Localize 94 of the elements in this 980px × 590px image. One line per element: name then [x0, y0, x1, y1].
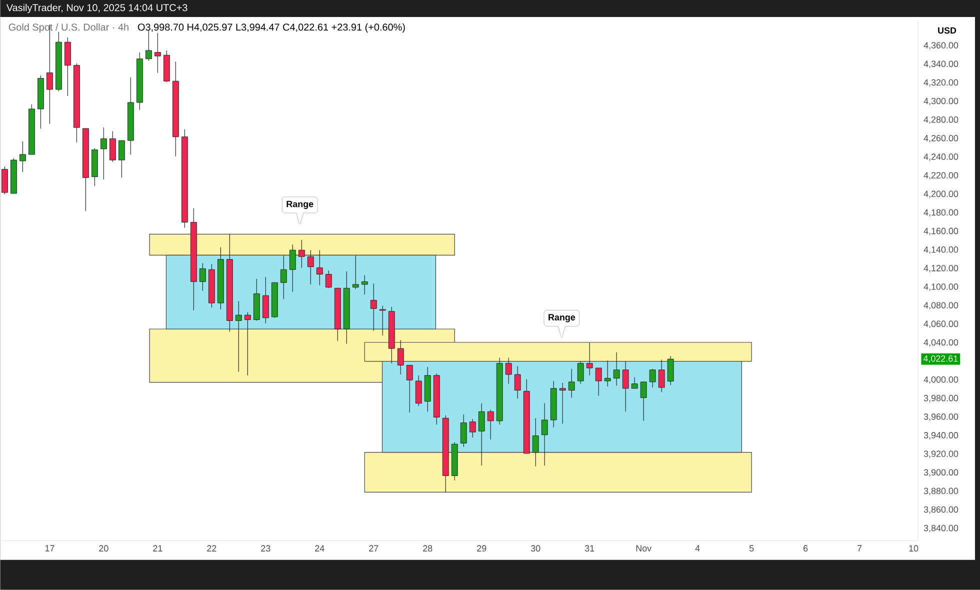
y-tick-label: 4,000.00 — [924, 376, 958, 384]
y-tick-label: 3,880.00 — [924, 488, 958, 496]
candlestick — [658, 359, 665, 392]
candlestick — [640, 382, 647, 422]
candlestick — [505, 358, 512, 384]
y-tick-label: 3,940.00 — [924, 432, 958, 440]
x-tick-label: 21 — [153, 545, 162, 552]
y-tick-label: 4,140.00 — [924, 246, 958, 254]
y-tick-label: 4,340.00 — [924, 60, 958, 68]
y-tick-label: 4,220.00 — [924, 172, 958, 180]
candlestick — [307, 250, 314, 285]
candlestick — [568, 368, 575, 398]
candlestick — [361, 274, 368, 296]
y-tick-label: 4,100.00 — [924, 284, 958, 291]
candlestick — [532, 418, 539, 467]
candlestick — [64, 37, 71, 96]
y-tick-label: 4,240.00 — [924, 154, 958, 161]
x-tick-label: 10 — [909, 545, 918, 552]
y-tick-label: 4,160.00 — [924, 228, 958, 236]
y-tick-label: 3,920.00 — [924, 450, 958, 458]
candlestick — [109, 131, 116, 162]
text: 4,022.61 — [923, 355, 958, 363]
candlestick — [586, 342, 593, 376]
y-tick-label: 4,060.00 — [924, 320, 958, 328]
y-tick-label: 3,980.00 — [924, 394, 958, 402]
y-tick-label: 4,180.00 — [924, 209, 958, 217]
x-tick-label: 20 — [99, 545, 108, 552]
chart-subtitle: VasilyTrader, Nov 10, 2025 14:04 UTC+3 — [6, 4, 188, 14]
x-tick-label: 24 — [315, 545, 324, 552]
y-tick-label: 3,900.00 — [924, 469, 958, 477]
candlestick — [541, 403, 548, 466]
x-tick-label: 7 — [858, 545, 862, 552]
candlestick — [370, 283, 377, 332]
candlestick — [631, 377, 638, 389]
candlestick — [100, 127, 107, 180]
x-tick-label: 29 — [477, 545, 486, 552]
y-tick-label: 3,960.00 — [924, 414, 958, 421]
candlestick — [199, 262, 206, 292]
x-tick-label: 30 — [530, 545, 540, 552]
candlestick — [667, 356, 674, 386]
candlestick — [622, 361, 629, 412]
candlestick — [262, 276, 269, 324]
candlestick — [478, 403, 485, 466]
candlestick — [487, 410, 494, 440]
candlestick — [289, 244, 296, 292]
x-tick-label: 27 — [369, 545, 378, 552]
candlestick — [244, 312, 251, 376]
candlestick — [298, 240, 305, 268]
candlestick — [406, 364, 413, 413]
candlestick — [595, 368, 602, 396]
candlestick — [316, 250, 323, 286]
candlestick — [514, 366, 521, 399]
candlestick — [577, 361, 584, 384]
x-tick-label: 17 — [45, 545, 54, 552]
candlestick — [280, 255, 287, 300]
annotation: O3,998.70 H4,025.97 L3,994.47 C4,022.61 +23.91 (+0.60%) — [138, 23, 405, 33]
candlestick — [325, 270, 332, 289]
y-tick-label: 4,200.00 — [924, 190, 958, 198]
x-tick-label: 4 — [695, 545, 700, 552]
annotation: Range — [548, 314, 576, 322]
y-tick-label: 4,300.00 — [924, 98, 958, 106]
candlestick — [397, 340, 404, 375]
candlestick — [613, 352, 620, 386]
y-tick-label: 3,840.00 — [924, 524, 958, 532]
candlestick — [19, 141, 26, 172]
x-tick-label: Nov — [636, 545, 652, 552]
candlestick — [415, 375, 422, 406]
y-tick-label: 4,120.00 — [924, 265, 958, 272]
candlestick — [379, 306, 386, 336]
candlestick — [604, 360, 611, 387]
candlestick — [649, 368, 656, 388]
y-tick-label: 3,860.00 — [924, 506, 958, 514]
candlestick — [460, 414, 467, 448]
y-axis-title: USD — [938, 27, 956, 34]
candlestick — [154, 32, 161, 74]
x-tick-label: 31 — [584, 545, 594, 552]
x-tick-label: 6 — [804, 545, 808, 552]
candlestick — [469, 418, 476, 438]
y-tick-label: 4,260.00 — [924, 135, 958, 142]
candlestick — [1, 166, 8, 195]
y-tick-label: 4,320.00 — [924, 79, 958, 87]
x-tick-label: 28 — [423, 545, 432, 552]
y-tick-label: 4,040.00 — [924, 339, 958, 347]
x-tick-label: 5 — [749, 545, 754, 552]
x-tick-label: 22 — [207, 545, 216, 552]
candlestick — [118, 140, 125, 178]
y-tick-label: 4,360.00 — [924, 42, 958, 50]
candlestick — [352, 255, 359, 290]
annotation: Range — [286, 200, 314, 210]
y-tick-label: 4,080.00 — [924, 302, 958, 310]
candlestick — [235, 300, 242, 372]
y-tick-label: 4,280.00 — [924, 116, 958, 124]
x-tick-label: 23 — [261, 545, 270, 552]
candlestick — [559, 382, 566, 424]
